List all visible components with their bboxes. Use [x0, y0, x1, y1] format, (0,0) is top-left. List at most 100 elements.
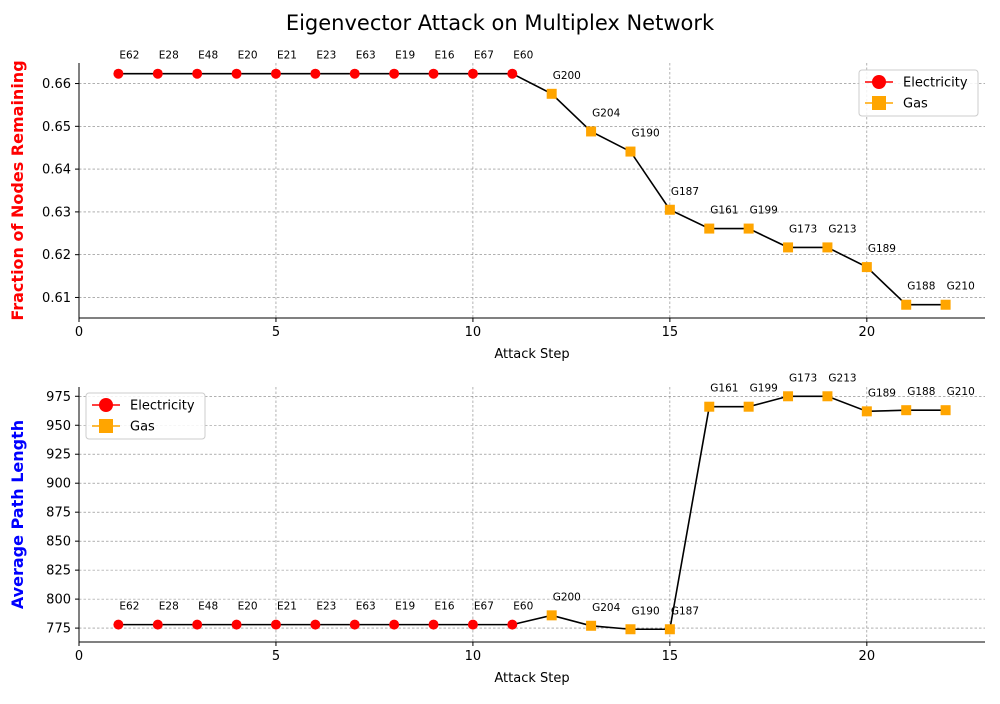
gas-point	[625, 624, 636, 635]
electricity-point	[467, 619, 478, 630]
x-axis-title: Attack Step	[494, 347, 569, 362]
electricity-point	[270, 68, 281, 79]
electricity-point	[389, 68, 400, 79]
gas-point	[861, 406, 872, 417]
gas-point	[625, 146, 636, 157]
electricity-point	[152, 619, 163, 630]
electricity-point	[428, 68, 439, 79]
y-tick-label: 850	[46, 535, 71, 550]
point-label: E19	[395, 50, 415, 62]
point-label: E16	[435, 601, 455, 613]
gas-point	[664, 624, 675, 635]
point-label: G161	[710, 205, 738, 217]
point-label: G189	[868, 243, 896, 255]
point-label: G213	[828, 372, 856, 384]
gas-point	[861, 262, 872, 273]
y-tick-label: 775	[46, 622, 71, 637]
point-label: G187	[671, 605, 699, 617]
y-tick-label: 0.62	[42, 248, 71, 263]
point-label: E20	[238, 50, 258, 62]
y-tick-label: 825	[46, 564, 71, 579]
y-tick-label: 875	[46, 506, 71, 521]
electricity-point	[389, 619, 400, 630]
legend-gas-marker	[99, 419, 113, 433]
point-label: G213	[828, 223, 856, 235]
electricity-point	[310, 68, 321, 79]
point-label: G199	[750, 383, 778, 395]
electricity-point	[192, 68, 203, 79]
point-label: G188	[907, 386, 935, 398]
gas-point	[546, 610, 557, 621]
legend: Electricity Gas	[85, 392, 206, 440]
gas-point	[940, 405, 951, 416]
electricity-point	[270, 619, 281, 630]
y-tick-label: 0.66	[42, 77, 71, 92]
point-label: G161	[710, 383, 738, 395]
legend-label: Gas	[903, 97, 928, 112]
electricity-point	[192, 619, 203, 630]
gas-point	[704, 401, 715, 412]
point-label: E60	[513, 50, 533, 62]
gas-point	[704, 223, 715, 234]
gas-point	[901, 299, 912, 310]
point-label: G188	[907, 281, 935, 293]
electricity-point	[507, 68, 518, 79]
gas-point	[940, 299, 951, 310]
legend-electricity-marker	[872, 75, 886, 89]
point-label: G173	[789, 223, 817, 235]
point-label: E67	[474, 50, 494, 62]
electricity-point	[152, 68, 163, 79]
legend-label: Gas	[130, 420, 155, 435]
point-label: E23	[316, 601, 336, 613]
electricity-point	[231, 619, 242, 630]
point-label: E48	[198, 50, 218, 62]
x-tick-label: 0	[75, 325, 83, 340]
point-label: E62	[119, 50, 139, 62]
legend: Electricity Gas	[858, 69, 979, 117]
gas-point	[586, 620, 597, 631]
point-label: G200	[553, 70, 581, 82]
fraction-nodes-panel: 0 5 10 15 20 0.61 0.62 0.63 0.64 0.65 0.66 Attack S…	[8, 50, 985, 362]
gas-point	[743, 401, 754, 412]
point-label: G189	[868, 387, 896, 399]
point-label: E63	[356, 601, 376, 613]
point-label: E23	[316, 50, 336, 62]
gas-point	[783, 391, 794, 402]
y-axis-title: Average Path Length	[8, 420, 27, 609]
x-tick-label: 20	[859, 325, 876, 340]
point-label: E28	[159, 50, 179, 62]
gas-point	[743, 223, 754, 234]
point-label: G190	[631, 605, 659, 617]
point-label: G210	[947, 386, 975, 398]
legend-electricity-marker	[99, 398, 113, 412]
x-tick-label: 5	[272, 649, 280, 664]
gas-point	[586, 126, 597, 137]
electricity-point	[113, 619, 124, 630]
legend-gas-marker	[872, 96, 886, 110]
point-label: G190	[631, 128, 659, 140]
avg-path-length-panel: 0 5 10 15 20 775 800 825 850 875 900 925 950 975 Attac…	[8, 372, 985, 686]
electricity-point	[231, 68, 242, 79]
x-tick-label: 10	[465, 325, 482, 340]
electricity-point	[507, 619, 518, 630]
point-label: G200	[553, 591, 581, 603]
x-tick-label: 5	[272, 325, 280, 340]
point-label: G199	[750, 205, 778, 217]
y-tick-label: 800	[46, 593, 71, 608]
electricity-point	[467, 68, 478, 79]
x-tick-label: 20	[859, 649, 876, 664]
x-tick-label: 0	[75, 649, 83, 664]
point-label: E21	[277, 601, 297, 613]
series-line	[118, 72, 946, 306]
point-label: E63	[356, 50, 376, 62]
y-tick-label: 0.61	[42, 291, 71, 306]
x-tick-label: 10	[465, 649, 482, 664]
y-axis-title: Fraction of Nodes Remaining	[8, 60, 27, 320]
point-label: G204	[592, 602, 620, 614]
gas-point	[783, 242, 794, 253]
gas-point	[822, 242, 833, 253]
legend-label: Electricity	[130, 399, 195, 414]
point-label: E19	[395, 601, 415, 613]
